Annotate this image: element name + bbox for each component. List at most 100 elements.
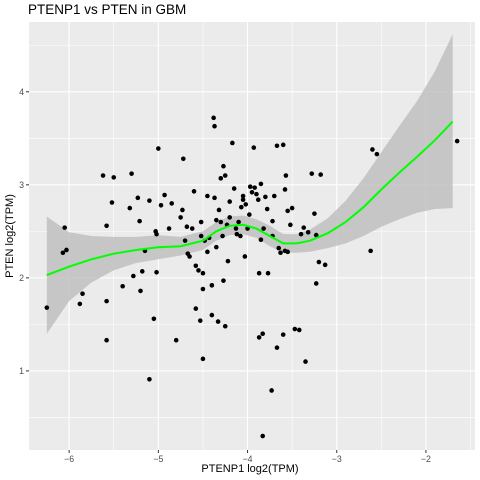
data-point: [221, 278, 226, 283]
data-point: [147, 198, 152, 203]
data-point: [312, 211, 317, 216]
data-point: [205, 193, 210, 199]
data-point: [62, 225, 67, 230]
x-tick-label: −6: [64, 454, 74, 464]
data-point: [272, 193, 277, 199]
data-point: [260, 331, 266, 336]
data-point: [151, 316, 157, 322]
data-point: [238, 233, 243, 239]
data-point: [196, 268, 201, 273]
data-point: [138, 288, 143, 294]
data-point: [252, 185, 257, 190]
data-point: [280, 142, 286, 148]
data-point: [218, 176, 224, 181]
data-point: [234, 231, 240, 237]
data-point: [189, 226, 195, 231]
data-point: [233, 226, 239, 231]
data-point: [265, 270, 271, 276]
data-point: [139, 269, 145, 274]
data-point: [231, 186, 237, 191]
data-point: [368, 248, 373, 254]
data-point: [215, 319, 221, 324]
data-point: [292, 326, 298, 332]
data-point: [247, 212, 252, 217]
data-point: [309, 171, 315, 176]
data-point: [251, 145, 257, 150]
y-axis-title: PTEN log2(TPM): [4, 194, 16, 278]
data-point: [318, 172, 323, 177]
data-point: [200, 286, 206, 292]
x-tick-label: −3: [332, 454, 342, 464]
data-point: [104, 337, 109, 343]
data-point: [249, 189, 255, 195]
data-point: [205, 249, 210, 255]
data-point: [222, 323, 228, 329]
confidence-band: [46, 34, 453, 334]
chart-title: PTENP1 vs PTEN in GBM: [28, 2, 186, 17]
data-point: [256, 270, 262, 276]
data-point: [80, 291, 85, 296]
data-point: [227, 215, 232, 220]
data-point: [313, 232, 319, 238]
data-point: [255, 197, 261, 203]
data-point: [227, 199, 232, 204]
data-point: [247, 184, 253, 189]
data-point: [147, 376, 152, 382]
data-point: [214, 217, 219, 223]
data-point: [316, 259, 322, 265]
data-point: [200, 356, 206, 362]
data-point: [240, 193, 246, 199]
data-point: [109, 200, 115, 205]
y-tick-label: 1: [19, 366, 24, 376]
data-point: [238, 204, 244, 210]
data-point: [104, 223, 109, 229]
smooth-line: [46, 120, 454, 277]
data-point: [154, 231, 159, 237]
data-point: [216, 207, 222, 213]
data-point: [270, 218, 275, 224]
data-point: [198, 219, 204, 225]
data-point: [374, 151, 380, 157]
data-point: [230, 140, 235, 146]
data-point: [222, 173, 228, 178]
x-axis: −6 −5 −4 −3 −2: [64, 450, 431, 464]
data-point: [104, 298, 109, 304]
data-point: [156, 146, 161, 151]
data-point: [181, 156, 186, 162]
data-point: [225, 258, 231, 264]
data-point: [276, 245, 282, 251]
data-point: [135, 195, 141, 201]
data-point: [289, 205, 295, 211]
data-point: [166, 226, 172, 231]
x-tick-label: −4: [243, 454, 253, 464]
data-point: [256, 335, 262, 340]
data-point: [60, 250, 66, 256]
data-point: [64, 247, 69, 253]
data-point: [178, 215, 183, 220]
data-point: [242, 254, 248, 259]
data-point: [212, 123, 217, 129]
data-point: [184, 224, 190, 229]
data-point: [269, 388, 274, 393]
data-point: [296, 327, 302, 333]
data-point: [111, 175, 117, 180]
data-points: [44, 115, 460, 439]
data-point: [173, 337, 179, 343]
data-point: [77, 301, 83, 307]
data-point: [129, 171, 134, 176]
data-point: [182, 238, 188, 243]
data-point: [100, 173, 106, 178]
data-point: [313, 281, 319, 286]
data-point: [261, 226, 266, 231]
x-axis-title: PTENP1 log2(TPM): [201, 463, 298, 475]
data-point: [127, 205, 133, 211]
data-point: [240, 197, 246, 203]
data-point: [258, 237, 264, 243]
data-point: [303, 359, 308, 364]
data-point: [264, 206, 270, 212]
data-point: [280, 332, 286, 337]
data-point: [197, 318, 203, 323]
x-tick-label: −2: [421, 454, 431, 464]
data-point: [243, 202, 249, 207]
